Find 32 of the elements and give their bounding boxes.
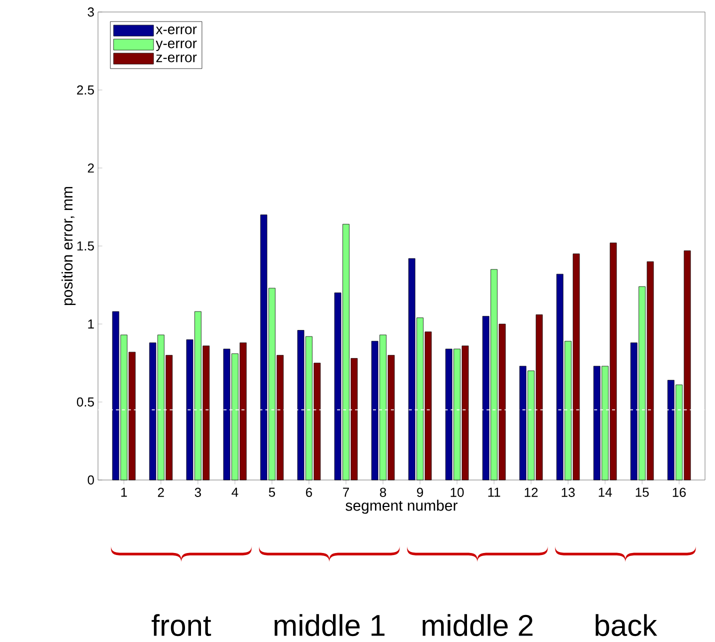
x-tick-label: 13 — [562, 488, 575, 497]
x-tick-label: 11 — [488, 488, 500, 497]
x-tick-label: 14 — [598, 488, 612, 497]
legend-label: z-error — [156, 54, 197, 62]
x-tick-label: 5 — [268, 488, 276, 497]
x-axis-title: segment number — [346, 500, 458, 514]
y-tick-label: 2 — [88, 163, 94, 173]
y-tick-label: 3 — [88, 7, 94, 17]
y-tick-label: 1.5 — [77, 241, 94, 251]
text: back — [596, 614, 658, 636]
text: middle 1 — [274, 614, 385, 636]
x-tick-label: 10 — [450, 488, 464, 497]
legend-label: x-error — [156, 26, 197, 34]
text: front — [152, 614, 212, 636]
y-tick-label: 0.5 — [76, 397, 94, 407]
x-tick-label: 9 — [417, 488, 424, 497]
y-tick-label: 1 — [88, 320, 94, 328]
x-tick-label: 16 — [672, 488, 686, 497]
y-axis-title: position error, mm — [62, 186, 76, 306]
x-tick-label: 2 — [158, 488, 164, 497]
x-tick-label: 6 — [306, 488, 312, 497]
x-tick-label: 7 — [343, 488, 349, 497]
x-tick-label: 3 — [194, 488, 201, 497]
x-tick-label: 12 — [524, 488, 538, 497]
x-tick-label: 1 — [121, 488, 127, 497]
legend-label: y-error — [156, 40, 197, 51]
x-tick-label: 4 — [232, 488, 238, 497]
y-tick-label: 2.5 — [77, 85, 94, 95]
x-tick-label: 15 — [636, 488, 649, 497]
text: middle 2 — [422, 614, 533, 636]
y-tick-label: 0 — [88, 475, 94, 485]
x-tick-label: 8 — [380, 488, 386, 497]
